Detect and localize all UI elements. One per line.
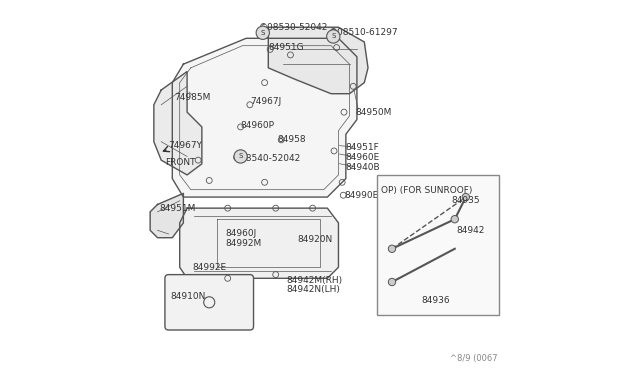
Text: 84910N: 84910N [170,292,206,301]
Circle shape [256,26,269,39]
Text: 74985M: 74985M [174,93,211,102]
Text: 84940B: 84940B [345,163,380,171]
Text: ^8/9 (0067: ^8/9 (0067 [450,354,497,363]
Circle shape [388,278,396,286]
Text: ©08540-52042: ©08540-52042 [232,154,301,163]
Text: 84951F: 84951F [345,143,379,152]
Text: ©08510-61297: ©08510-61297 [329,28,399,37]
Text: 84951G: 84951G [268,43,304,52]
Circle shape [388,245,396,253]
Text: OP) (FOR SUNROOF): OP) (FOR SUNROOF) [381,186,472,195]
Text: 84942N(LH): 84942N(LH) [287,285,340,294]
Text: ©08530-52042: ©08530-52042 [259,23,328,32]
Text: 84942: 84942 [456,226,485,235]
Circle shape [234,150,247,163]
Text: S: S [239,154,243,160]
Text: 84935: 84935 [451,196,480,205]
Text: 74967J: 74967J [250,97,281,106]
Circle shape [451,215,458,223]
Polygon shape [180,208,339,278]
Text: FRONT: FRONT [165,157,195,167]
Text: 84951M: 84951M [159,203,196,213]
Text: 84958: 84958 [278,135,306,144]
Text: 84992M: 84992M [226,239,262,248]
Text: 84942M(RH): 84942M(RH) [287,276,343,285]
Text: S: S [331,33,335,39]
Text: 84990E: 84990E [344,191,378,200]
Polygon shape [154,71,202,175]
Text: 84960J: 84960J [226,230,257,238]
Polygon shape [150,193,184,238]
Text: 74967Y: 74967Y [168,141,203,150]
Polygon shape [268,27,368,94]
Circle shape [462,193,470,201]
Text: 84960E: 84960E [345,153,380,162]
Polygon shape [172,38,357,197]
FancyBboxPatch shape [165,275,253,330]
Circle shape [326,30,340,43]
Text: 84920N: 84920N [298,235,333,244]
Text: 84960P: 84960P [241,121,275,129]
Text: S: S [260,30,265,36]
Bar [377,175,499,315]
Text: 84992E: 84992E [193,263,227,272]
Text: 84936: 84936 [422,296,450,305]
Text: 84950M: 84950M [355,108,392,117]
